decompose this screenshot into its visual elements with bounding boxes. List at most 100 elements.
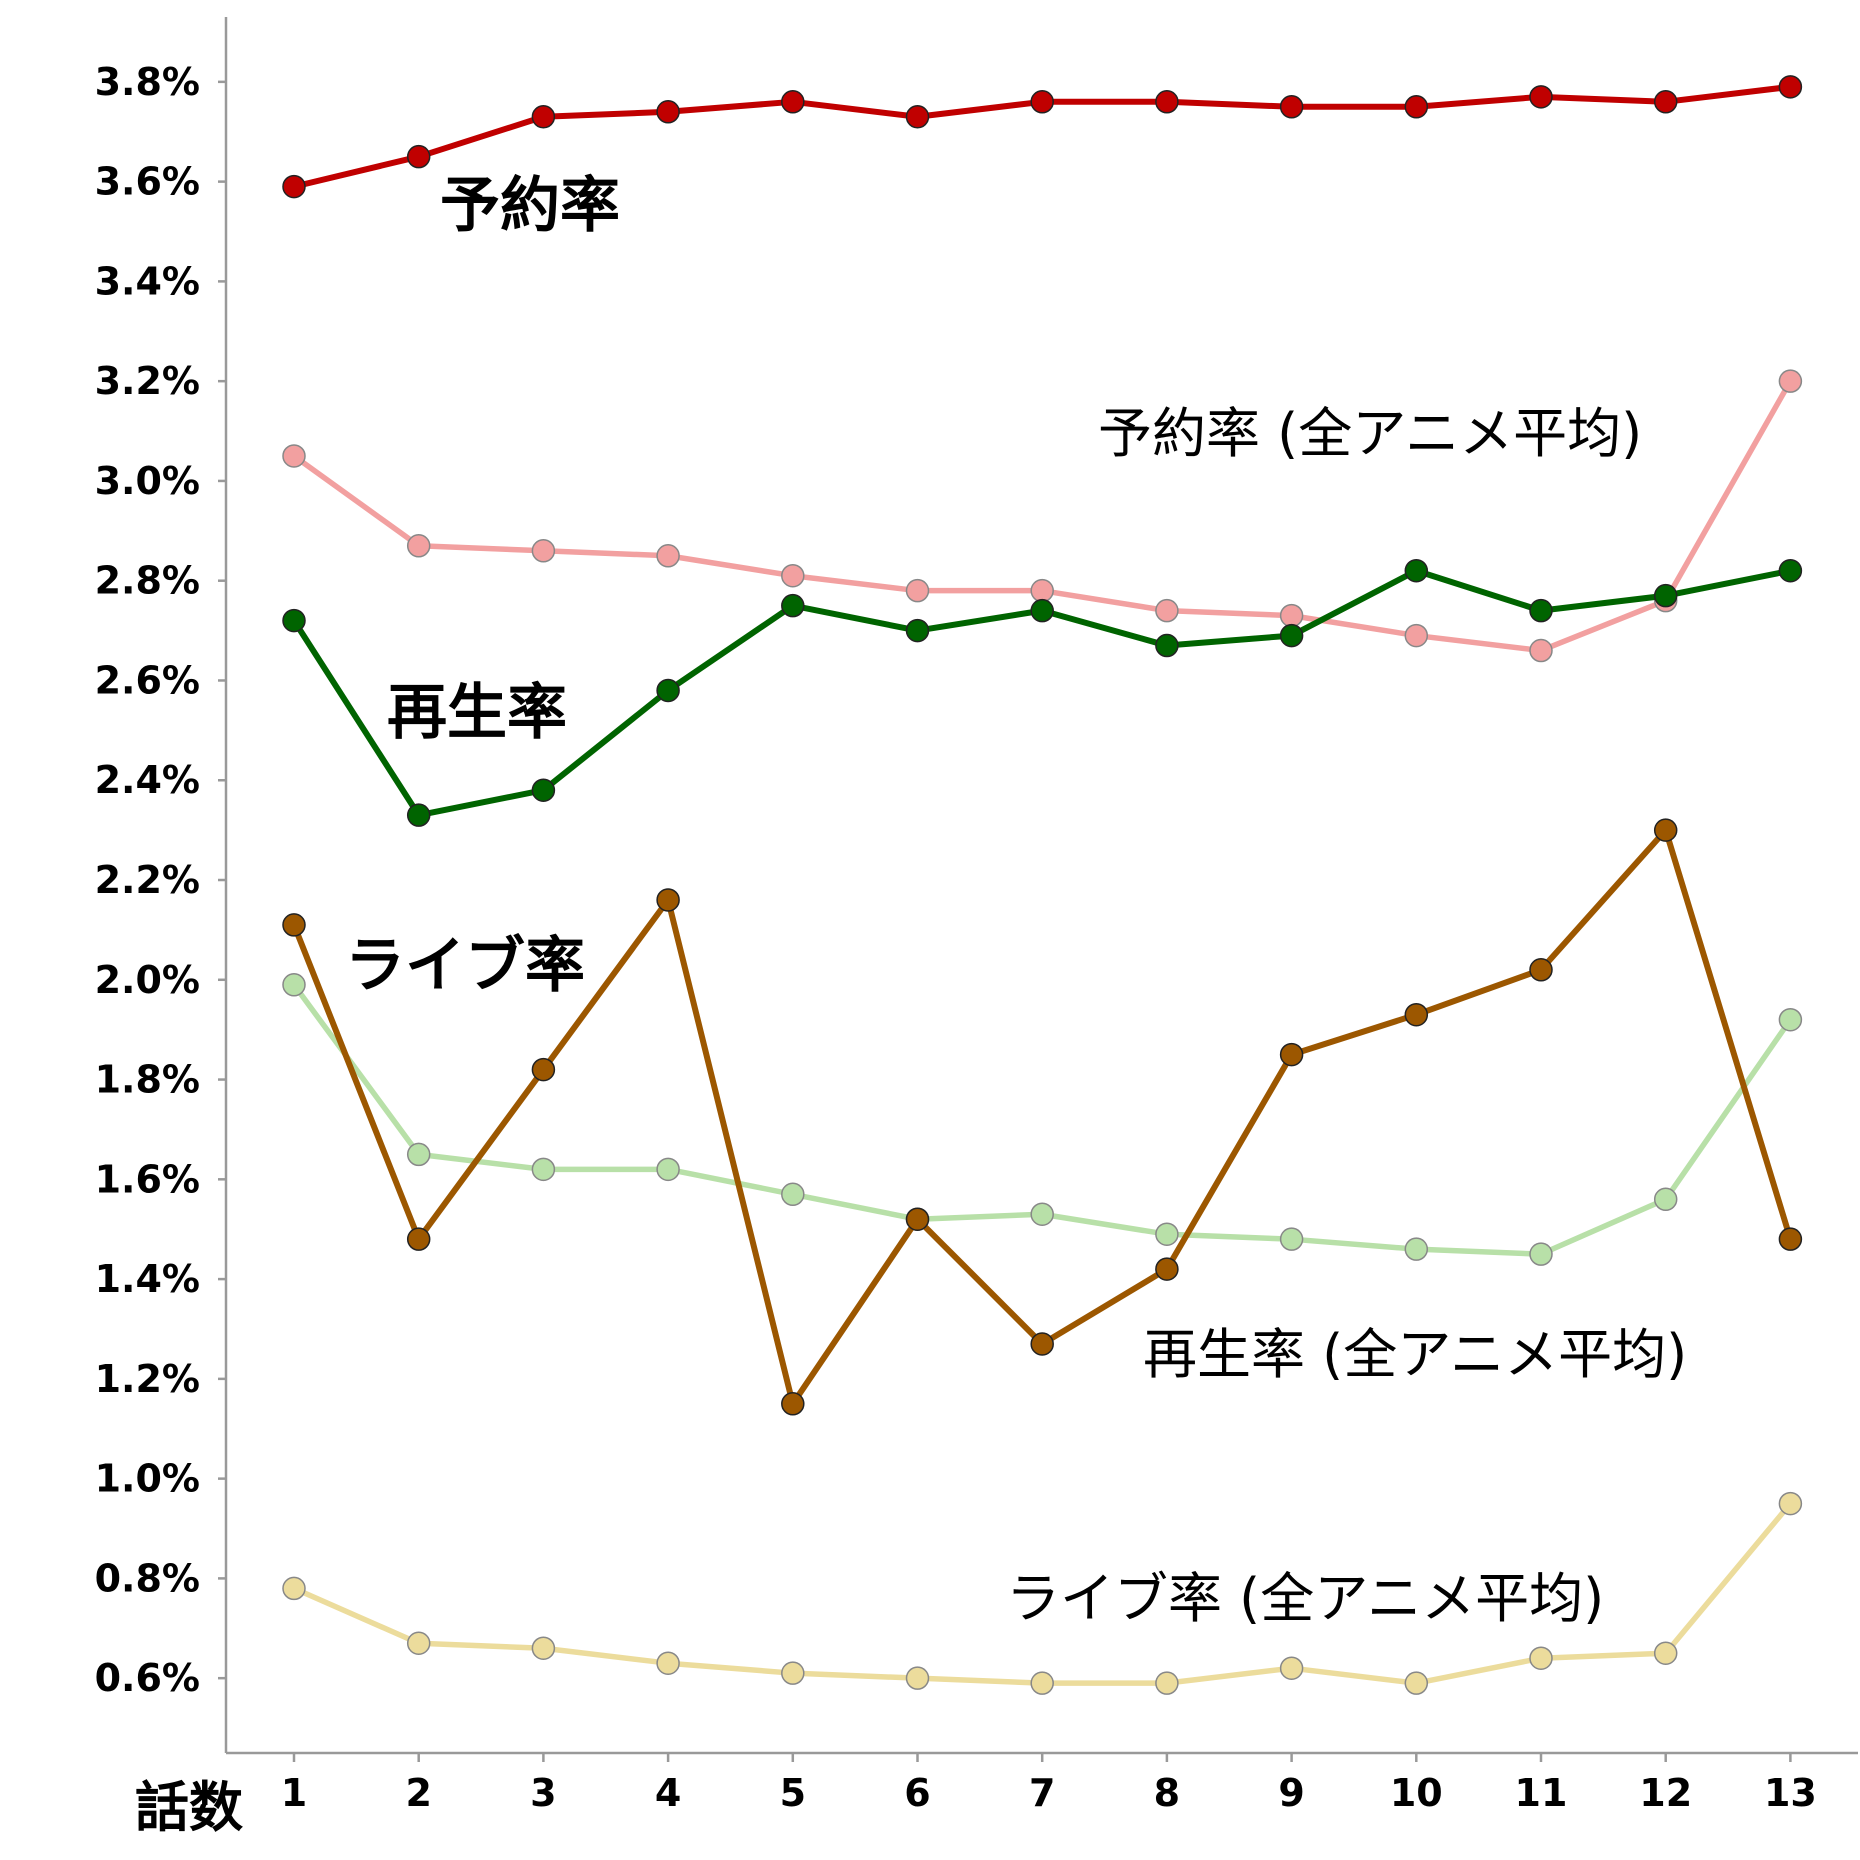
data-point: [781, 1392, 805, 1416]
data-point: [905, 105, 930, 129]
data-point: [1030, 578, 1054, 603]
y-tick-label: 2.0%: [95, 958, 200, 1002]
data-point: [1030, 1671, 1054, 1695]
data-point: [1030, 90, 1054, 114]
data-point: [656, 1651, 680, 1675]
x-tick-label: 6: [904, 1771, 930, 1815]
data-point: [282, 174, 306, 199]
x-tick-label: 5: [780, 1771, 806, 1815]
y-tick-label: 3.2%: [95, 359, 200, 403]
data-point: [1404, 95, 1429, 119]
data-point: [1653, 1187, 1678, 1212]
data-point: [1279, 623, 1304, 648]
y-tick-label: 3.4%: [95, 259, 200, 303]
x-tick-label: 3: [530, 1771, 556, 1815]
series-3: [282, 973, 1803, 1266]
x-tick-label: 4: [655, 1771, 681, 1815]
data-point: [531, 105, 556, 129]
data-point: [1529, 1646, 1553, 1670]
data-point: [1404, 1671, 1429, 1695]
data-point: [1279, 1656, 1304, 1680]
y-tick-label: 3.6%: [95, 160, 200, 204]
data-point: [1155, 633, 1179, 658]
x-tick-label: 13: [1764, 1771, 1817, 1815]
data-point: [1155, 598, 1179, 623]
y-tick-label: 1.4%: [95, 1257, 200, 1301]
data-point: [1778, 369, 1803, 393]
data-point: [1653, 583, 1678, 608]
data-point: [656, 544, 680, 568]
x-tick-label: 11: [1515, 1771, 1568, 1815]
data-point: [1529, 1242, 1553, 1266]
data-point: [1030, 1202, 1054, 1226]
y-tick-label: 3.0%: [95, 459, 200, 503]
y-tick-label: 0.8%: [95, 1556, 200, 1600]
x-axis-label: 話数: [135, 1776, 243, 1839]
data-point: [531, 1636, 556, 1660]
y-tick-label: 1.6%: [95, 1157, 200, 1201]
data-point: [1529, 598, 1553, 623]
data-point: [531, 1057, 556, 1082]
data-point: [1404, 623, 1429, 648]
data-point: [656, 888, 680, 912]
data-point: [1155, 1222, 1179, 1246]
series-5: [282, 1491, 1803, 1695]
data-point: [406, 1227, 431, 1251]
data-point: [905, 618, 930, 643]
data-point: [656, 100, 680, 124]
data-point: [406, 534, 431, 558]
data-point: [905, 1666, 930, 1690]
x-tick-label: 7: [1029, 1771, 1055, 1815]
data-point: [781, 1661, 805, 1685]
y-tick-label: 1.8%: [95, 1058, 200, 1102]
data-point: [1404, 1237, 1429, 1261]
data-point: [1529, 85, 1553, 109]
data-point: [656, 1157, 680, 1182]
series-label-reservation-avg: 予約率 (全アニメ平均): [1098, 402, 1642, 465]
data-point: [406, 803, 431, 827]
data-point: [1404, 558, 1429, 583]
data-point: [1529, 638, 1553, 663]
data-point: [531, 1157, 556, 1182]
data-point: [282, 973, 306, 997]
data-point: [282, 608, 306, 633]
series-4: [282, 818, 1803, 1416]
series-0: [282, 75, 1803, 199]
y-tick-label: 2.4%: [95, 758, 200, 802]
y-tick-label: 2.8%: [95, 559, 200, 603]
data-point: [1529, 958, 1553, 982]
data-point: [1653, 818, 1678, 842]
y-tick-label: 2.2%: [95, 858, 200, 902]
data-point: [1155, 90, 1179, 114]
data-point: [282, 444, 306, 468]
data-point: [1030, 1332, 1054, 1356]
series-1: [282, 369, 1803, 663]
data-point: [282, 1576, 306, 1601]
data-point: [1778, 558, 1803, 583]
series-label-live: ライブ率: [345, 931, 585, 1001]
y-tick-label: 3.8%: [95, 60, 200, 104]
data-point: [1279, 603, 1304, 628]
data-point: [1653, 90, 1678, 114]
y-tick-label: 1.2%: [95, 1357, 200, 1401]
data-point: [1279, 1042, 1304, 1067]
series-label-live-avg: ライブ率 (全アニメ平均): [1006, 1567, 1604, 1630]
series-label-play-avg: 再生率 (全アニメ平均): [1143, 1323, 1687, 1386]
data-point: [1778, 1227, 1803, 1251]
x-tick-label: 1: [281, 1771, 307, 1815]
data-point: [1653, 1641, 1678, 1665]
data-point: [406, 1631, 431, 1656]
data-point: [1778, 1491, 1803, 1516]
data-point: [531, 539, 556, 563]
data-point: [1030, 598, 1054, 623]
data-point: [1778, 1007, 1803, 1032]
data-point: [905, 578, 930, 603]
data-point: [1778, 75, 1803, 99]
data-point: [656, 678, 680, 703]
y-tick-label: 2.6%: [95, 658, 200, 702]
data-point: [905, 1207, 930, 1231]
series-label-play: 再生率: [387, 678, 567, 748]
data-point: [531, 778, 556, 802]
data-point: [781, 1182, 805, 1207]
